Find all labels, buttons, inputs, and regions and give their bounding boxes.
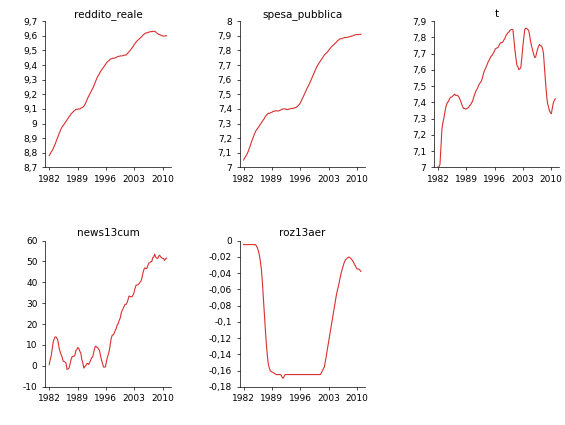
- Title: reddito_reale: reddito_reale: [73, 9, 142, 20]
- Title: news13cum: news13cum: [76, 228, 140, 238]
- Title: spesa_pubblica: spesa_pubblica: [262, 9, 342, 20]
- Title: roz13aer: roz13aer: [279, 228, 325, 238]
- Title: t: t: [494, 9, 499, 19]
